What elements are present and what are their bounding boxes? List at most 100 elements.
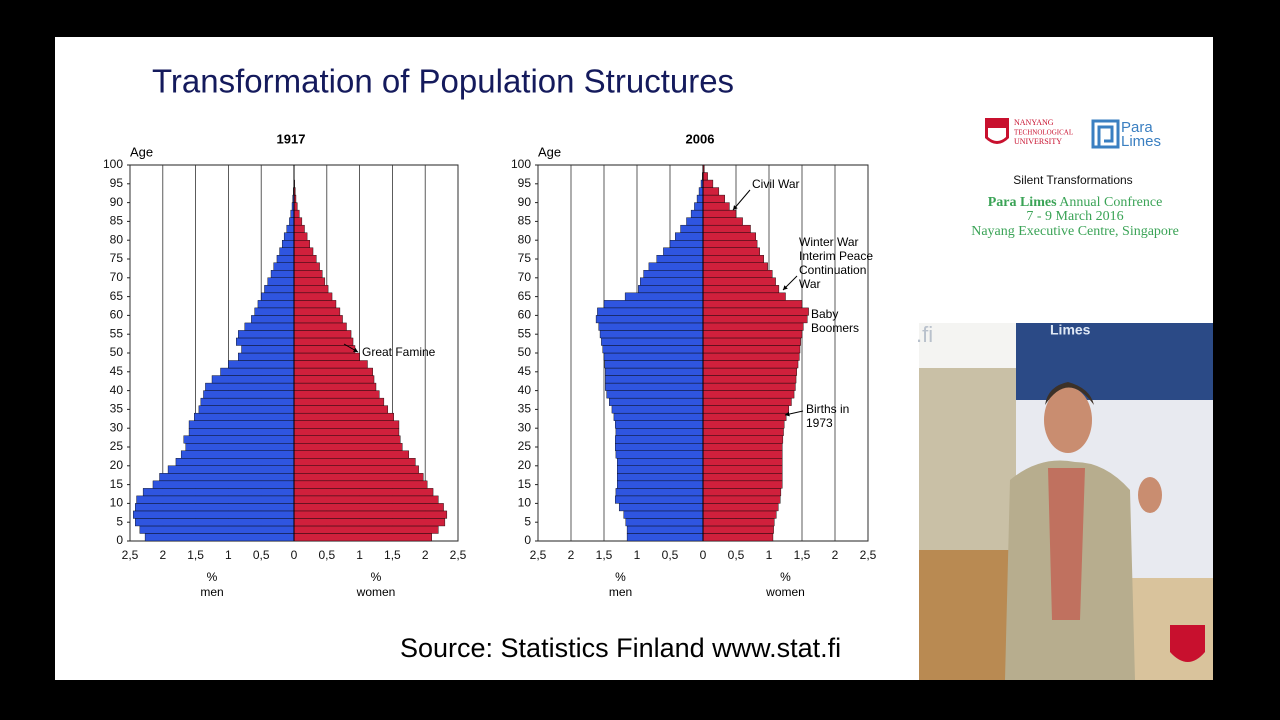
speaker-hair — [1045, 382, 1094, 405]
bar — [241, 345, 295, 354]
bar — [136, 495, 295, 504]
bar — [257, 300, 295, 309]
x-tick-label: 1,5 — [187, 548, 204, 562]
x-tick-label: 2 — [159, 548, 166, 562]
bar — [293, 262, 320, 271]
ntu-name: NANYANG — [1014, 118, 1054, 127]
y-tick-label: 30 — [110, 420, 124, 434]
bar — [159, 473, 295, 482]
bar — [293, 473, 424, 482]
annotation: Baby — [811, 307, 838, 321]
y-tick-label: 60 — [110, 308, 124, 322]
bar — [625, 518, 704, 527]
bar — [188, 420, 295, 429]
bar — [293, 488, 434, 497]
bar — [244, 322, 295, 331]
bar — [702, 473, 783, 482]
bar — [236, 337, 295, 346]
bar — [605, 382, 704, 391]
x-tick-label: 1,5 — [384, 548, 401, 562]
wall-panel — [919, 550, 1019, 680]
conference-name: Annual Confrence — [1059, 195, 1162, 210]
y-tick-label: 40 — [110, 383, 124, 397]
y-tick-label: 30 — [518, 420, 532, 434]
bar — [702, 300, 803, 309]
bar — [254, 307, 295, 316]
bar — [702, 488, 782, 497]
bar — [293, 292, 333, 301]
bar — [702, 503, 779, 512]
bar — [270, 270, 295, 278]
bar — [702, 270, 773, 278]
bar — [605, 375, 704, 384]
bar — [293, 360, 368, 369]
bar — [702, 315, 808, 324]
bar — [686, 217, 704, 226]
y-tick-label: 0 — [524, 533, 531, 547]
bar — [623, 510, 704, 519]
bar — [267, 277, 295, 286]
bar — [669, 239, 704, 248]
bar — [293, 458, 416, 466]
bar — [702, 255, 764, 263]
x-tick-label: 1 — [766, 548, 773, 562]
chart-title: 1917 — [277, 131, 306, 146]
x-tick-label: 1,5 — [794, 548, 811, 562]
bar — [603, 352, 704, 361]
arrow-head — [733, 205, 738, 210]
bar — [293, 247, 314, 256]
y-tick-label: 20 — [110, 458, 124, 472]
x-tick-label: 0 — [700, 548, 707, 562]
x-tick-label: 1 — [225, 548, 232, 562]
annotation: Interim Peace — [799, 249, 873, 263]
bar — [702, 217, 743, 226]
y-tick-label: 85 — [518, 214, 532, 228]
bar — [289, 217, 295, 226]
bar — [135, 518, 295, 527]
logo-mark — [1097, 125, 1114, 147]
x-axis-unit: % — [207, 570, 218, 584]
y-tick-label: 25 — [110, 439, 124, 453]
bar — [200, 397, 295, 406]
bar — [595, 315, 704, 324]
bar — [702, 202, 730, 211]
bar — [286, 224, 295, 233]
bar — [702, 224, 751, 233]
bar — [604, 360, 704, 369]
bar — [144, 533, 295, 542]
bar — [133, 510, 295, 519]
bar — [702, 382, 796, 391]
y-tick-label: 95 — [518, 176, 532, 190]
slide-title: Transformation of Population Structures — [152, 63, 734, 100]
bar — [643, 270, 704, 278]
bar — [702, 172, 708, 181]
y-tick-label: 10 — [518, 496, 532, 510]
bar — [293, 277, 326, 286]
bar — [598, 322, 704, 331]
bar — [618, 503, 704, 512]
x-tick-label: 0,5 — [728, 548, 745, 562]
annotation: War — [799, 277, 821, 291]
x-tick-label: 0 — [291, 548, 298, 562]
x-tick-label: 1,5 — [596, 548, 613, 562]
x-tick-label: 0,5 — [253, 548, 270, 562]
y-tick-label: 65 — [518, 289, 532, 303]
annotation: Great Famine — [362, 345, 436, 359]
bar — [273, 262, 295, 271]
bar — [702, 285, 780, 294]
bar — [702, 307, 809, 316]
bar — [293, 322, 347, 331]
bar — [185, 443, 295, 451]
y-tick-label: 50 — [518, 345, 532, 359]
bar — [702, 187, 720, 196]
annotation: Civil War — [752, 177, 800, 191]
y-tick-label: 15 — [110, 477, 124, 491]
bar — [293, 285, 329, 294]
bar — [680, 224, 704, 233]
screen-edge — [919, 323, 1016, 368]
bar — [293, 435, 401, 444]
bar — [293, 307, 341, 316]
bar — [702, 292, 786, 301]
y-tick-label: 70 — [110, 270, 124, 284]
bar — [702, 194, 725, 203]
